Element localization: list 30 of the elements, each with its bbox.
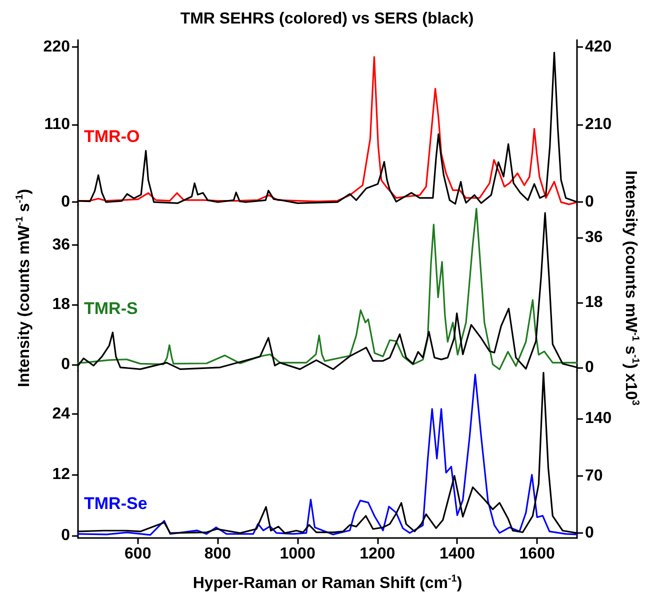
x-tick-label: 1200 bbox=[360, 546, 396, 562]
y2-tick-label: 140 bbox=[585, 410, 612, 427]
y-tick-label: 12 bbox=[52, 466, 70, 484]
y-tick-label: 24 bbox=[52, 406, 70, 423]
x-tick-label: 600 bbox=[124, 546, 152, 562]
y2-tick-label: 210 bbox=[585, 116, 612, 134]
x-tick-label: 1600 bbox=[519, 546, 555, 562]
y2-tick-label: 0 bbox=[585, 524, 594, 542]
y2-tick-label: 0 bbox=[585, 194, 594, 211]
x-tick-label: 1000 bbox=[280, 546, 316, 562]
y2-tick-label: 70 bbox=[585, 467, 603, 484]
y-axis-title: Intensity (counts mW-1 s-1) bbox=[14, 188, 33, 388]
x-tick-label: 1400 bbox=[439, 546, 476, 562]
y2-axis-title: Intensity (counts mW-1 s-1) x103 bbox=[622, 170, 640, 406]
y-tick-label: 18 bbox=[52, 296, 70, 314]
x-tick-label: 800 bbox=[204, 546, 232, 562]
y-tick-label: 0 bbox=[61, 526, 70, 544]
y-tick-label: 110 bbox=[44, 116, 70, 134]
y2-tick-label: 18 bbox=[585, 294, 603, 311]
chart-title: TMR SEHRS (colored) vs SERS (black) bbox=[180, 10, 474, 28]
y2-tick-label: 36 bbox=[585, 228, 603, 246]
series-label: TMR-Se bbox=[84, 494, 148, 513]
text: TMR-S bbox=[84, 299, 138, 318]
y-tick-label: 36 bbox=[52, 236, 70, 254]
y2-tick-label: 420 bbox=[585, 38, 612, 56]
y-tick-label: 220 bbox=[43, 38, 70, 56]
y-tick-label: 0 bbox=[61, 194, 70, 211]
text: TMR-O bbox=[84, 127, 140, 146]
y2-tick-label: 0 bbox=[585, 358, 594, 376]
y-tick-label: 0 bbox=[61, 356, 70, 373]
